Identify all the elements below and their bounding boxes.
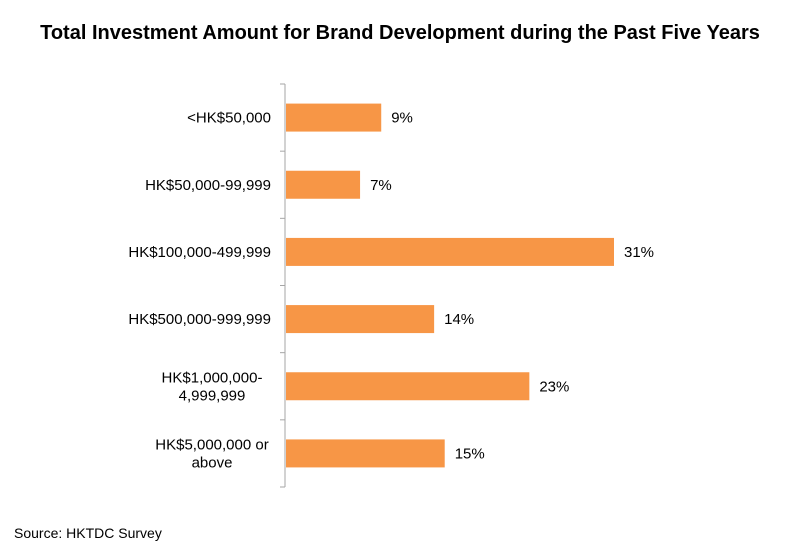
category-label-line: 4,999,999 (179, 387, 246, 404)
category-label: <HK$50,000 (187, 110, 271, 127)
data-label: 7% (370, 177, 392, 194)
category-label-line: <HK$50,000 (187, 110, 271, 127)
bar (286, 170, 361, 199)
category-label-line: HK$1,000,000- (162, 369, 263, 386)
category-label: HK$50,000-99,999 (145, 177, 271, 194)
category-label-line: HK$100,000-499,999 (128, 244, 271, 261)
bar (286, 103, 382, 132)
category-label: HK$1,000,000-4,999,999 (162, 369, 263, 404)
bar (286, 237, 614, 266)
category-label: HK$100,000-499,999 (128, 244, 271, 261)
bar (286, 305, 435, 334)
bar (286, 439, 445, 468)
source-note: Source: HKTDC Survey (14, 525, 162, 541)
category-label: HK$5,000,000 or above (155, 436, 268, 471)
bar (286, 372, 530, 401)
category-label-line: above (192, 454, 233, 471)
data-label: 9% (391, 110, 413, 127)
category-label-line: HK$5,000,000 or (155, 436, 268, 453)
category-label: HK$500,000-999,999 (128, 311, 271, 328)
data-label: 14% (444, 311, 474, 328)
category-label-line: HK$50,000-99,999 (145, 177, 271, 194)
data-label: 31% (624, 244, 654, 261)
category-label-line: HK$500,000-999,999 (128, 311, 271, 328)
data-label: 23% (539, 378, 569, 395)
chart-title: Total Investment Amount for Brand Develo… (40, 22, 760, 44)
data-label: 15% (455, 445, 485, 462)
